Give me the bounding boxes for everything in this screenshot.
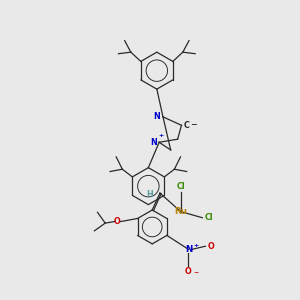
Text: +: + bbox=[158, 133, 163, 138]
Text: C: C bbox=[184, 121, 190, 130]
Text: N: N bbox=[185, 245, 192, 254]
Text: O: O bbox=[207, 242, 214, 251]
Text: N: N bbox=[150, 138, 157, 147]
Text: H: H bbox=[146, 190, 152, 199]
Text: N: N bbox=[154, 112, 160, 122]
Text: Cl: Cl bbox=[205, 213, 214, 222]
Text: Cl: Cl bbox=[176, 182, 185, 191]
Text: O: O bbox=[185, 267, 192, 276]
Text: Ru: Ru bbox=[174, 207, 187, 216]
Text: O: O bbox=[113, 217, 120, 226]
Text: −: − bbox=[194, 269, 199, 274]
Text: +: + bbox=[194, 243, 199, 248]
Text: −: − bbox=[190, 120, 197, 129]
